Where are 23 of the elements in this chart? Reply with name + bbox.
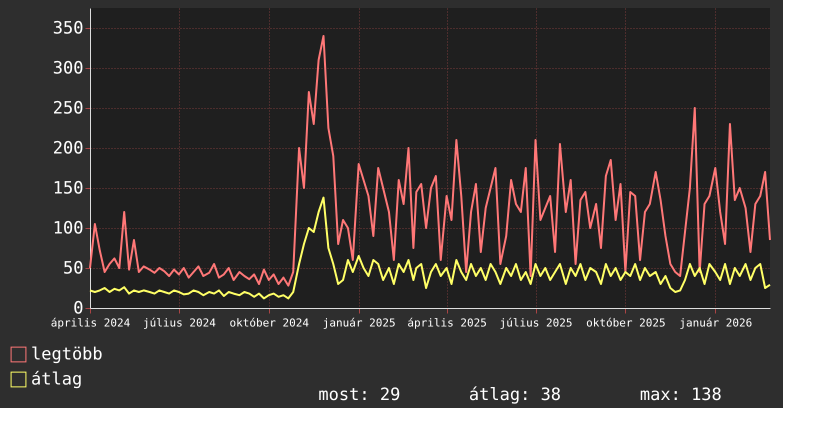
y-tick-label: 250 (52, 98, 84, 118)
x-tick-label: január 2025 (322, 316, 396, 330)
y-tick-label: 150 (52, 178, 84, 198)
y-tick-label: 200 (52, 138, 84, 158)
y-tick-label: 300 (52, 58, 84, 78)
text: most: 29 (318, 385, 400, 405)
y-tick-label: 50 (63, 258, 84, 278)
y-tick-label: 0 (73, 298, 84, 318)
legend-label: átlag (31, 370, 82, 390)
line-series (89, 196, 771, 300)
x-tick-label: január 2026 (679, 316, 752, 330)
line-series (89, 35, 771, 287)
x-tick-label: július 2024 (142, 316, 216, 330)
x-tick-label: október 2024 (230, 316, 310, 330)
text: max: 138 (640, 385, 722, 405)
x-tick-label: április 2024 (50, 316, 131, 330)
y-tick-label: 100 (52, 218, 84, 238)
text: átlag: 38 (468, 385, 562, 405)
y-tick-label: 350 (52, 18, 84, 38)
x-tick-label: október 2025 (586, 316, 666, 330)
x-tick-label: július 2025 (500, 316, 572, 330)
x-tick-label: április 2025 (407, 316, 487, 330)
legend-label: legtöbb (31, 344, 103, 364)
